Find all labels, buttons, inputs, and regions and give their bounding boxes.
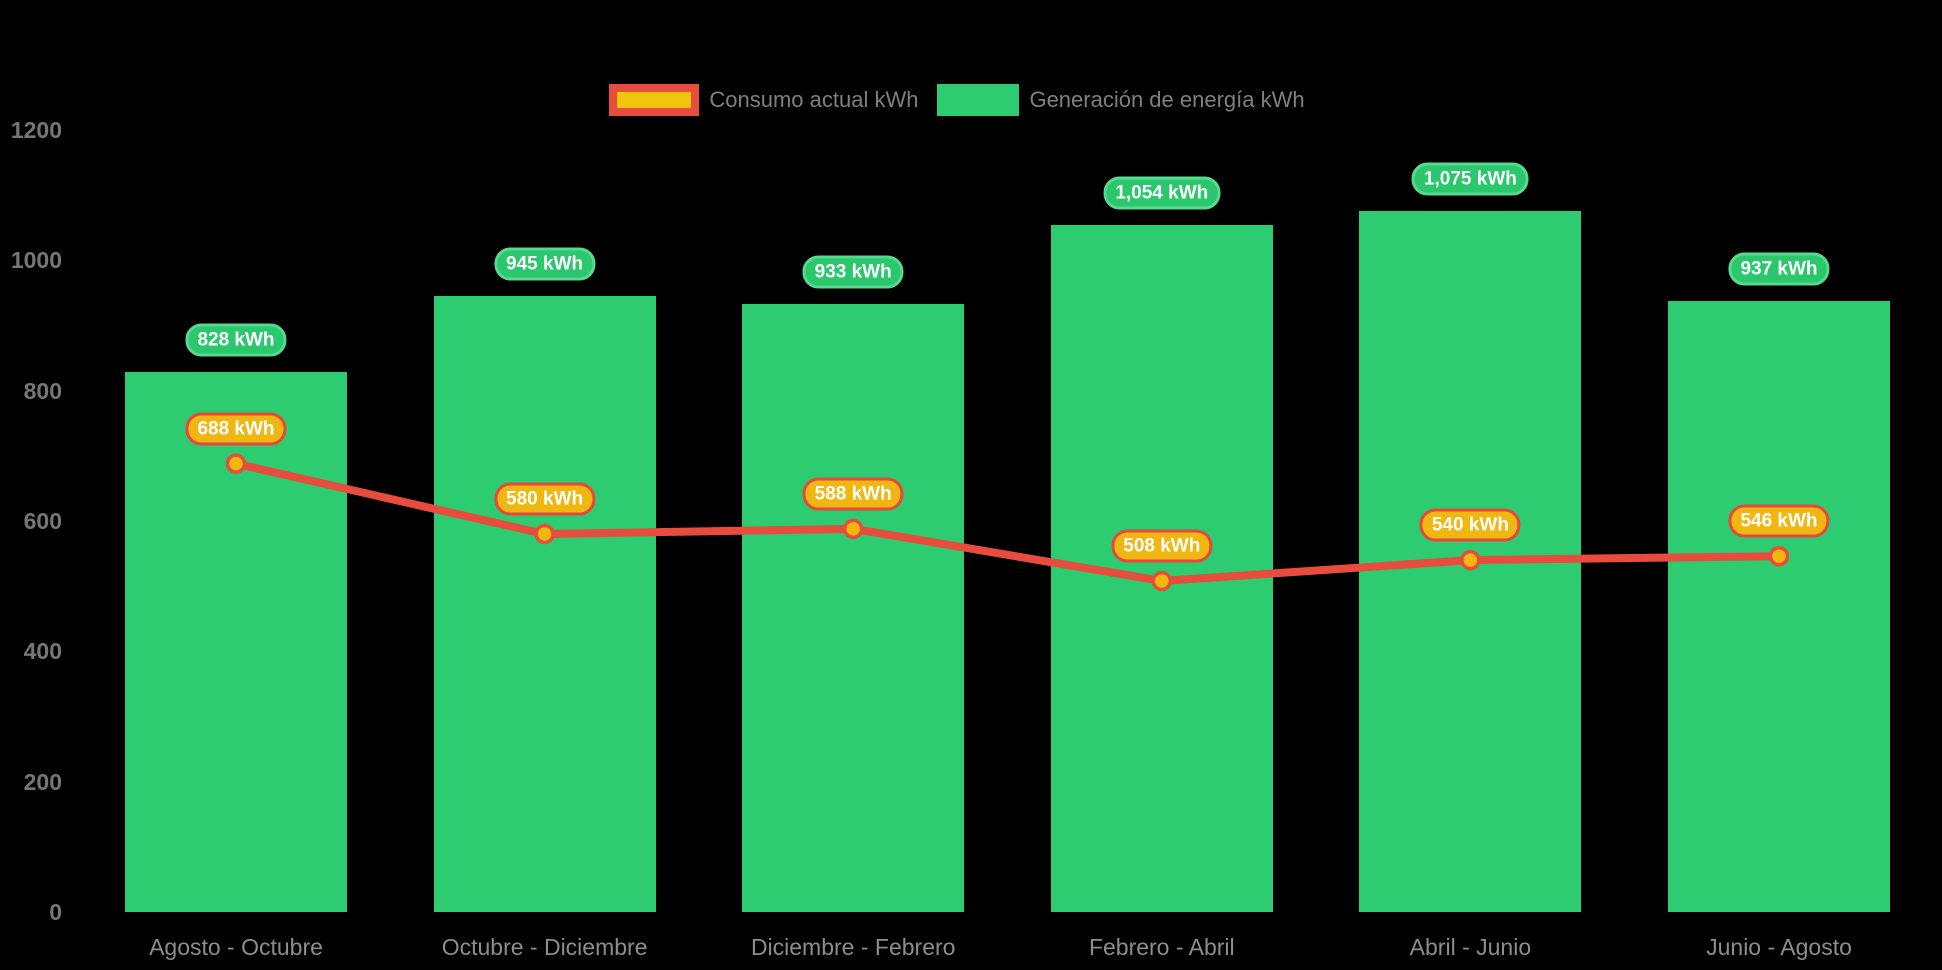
bar-series-swatch-icon bbox=[937, 84, 1020, 116]
legend-item-consumo[interactable]: Consumo actual kWh bbox=[609, 84, 918, 116]
x-axis-label: Agosto - Octubre bbox=[149, 934, 323, 960]
bar-value-label: 933 kWh bbox=[802, 255, 904, 289]
y-axis-tick-label: 800 bbox=[23, 377, 62, 404]
x-axis-label: Octubre - Diciembre bbox=[441, 934, 648, 960]
x-axis-label: Diciembre - Febrero bbox=[750, 934, 956, 960]
y-axis-tick-label: 1200 bbox=[10, 117, 62, 143]
y-axis-tick-label: 600 bbox=[23, 508, 62, 534]
y-axis-tick-label: 200 bbox=[23, 768, 62, 795]
y-axis-tick-label: 1000 bbox=[10, 247, 62, 274]
bar-value-label: 945 kWh bbox=[494, 247, 596, 281]
line-point[interactable] bbox=[842, 518, 864, 540]
bar-value-label: 1,054 kWh bbox=[1103, 176, 1221, 210]
line-point[interactable] bbox=[1768, 545, 1790, 567]
generation-bar[interactable] bbox=[742, 303, 965, 912]
legend-item-generacion[interactable]: Generación de energía kWh bbox=[937, 84, 1305, 116]
line-point[interactable] bbox=[534, 523, 555, 545]
generation-bar[interactable] bbox=[433, 296, 656, 912]
y-axis-tick-label: 0 bbox=[49, 899, 62, 925]
legend-label-generacion: Generación de energía kWh bbox=[1029, 87, 1305, 112]
bar-value-label: 828 kWh bbox=[185, 323, 287, 357]
generation-bar[interactable] bbox=[1668, 301, 1890, 912]
legend: Consumo actual kWh Generación de energía… bbox=[0, 84, 1928, 116]
legend-label-consumo: Consumo actual kWh bbox=[709, 87, 919, 112]
consumption-line bbox=[232, 459, 1783, 585]
bar-value-label: 1,075 kWh bbox=[1411, 162, 1529, 196]
x-axis-label: Febrero - Abril bbox=[1088, 934, 1235, 960]
line-value-label: 688 kWh bbox=[185, 412, 287, 446]
bar-value-label: 937 kWh bbox=[1728, 252, 1830, 286]
line-point[interactable] bbox=[1460, 549, 1481, 571]
line-point[interactable] bbox=[1151, 570, 1173, 592]
line-point[interactable] bbox=[225, 453, 247, 474]
line-value-label: 546 kWh bbox=[1728, 504, 1830, 538]
x-axis-label: Junio - Agosto bbox=[1706, 934, 1852, 960]
line-series-swatch-icon bbox=[609, 84, 700, 116]
line-value-label: 508 kWh bbox=[1111, 529, 1213, 563]
line-value-label: 580 kWh bbox=[494, 482, 596, 516]
line-value-label: 588 kWh bbox=[802, 477, 904, 511]
line-value-label: 540 kWh bbox=[1419, 508, 1521, 542]
x-axis-label: Abril - Junio bbox=[1409, 934, 1532, 960]
y-axis-tick-label: 400 bbox=[23, 638, 62, 665]
